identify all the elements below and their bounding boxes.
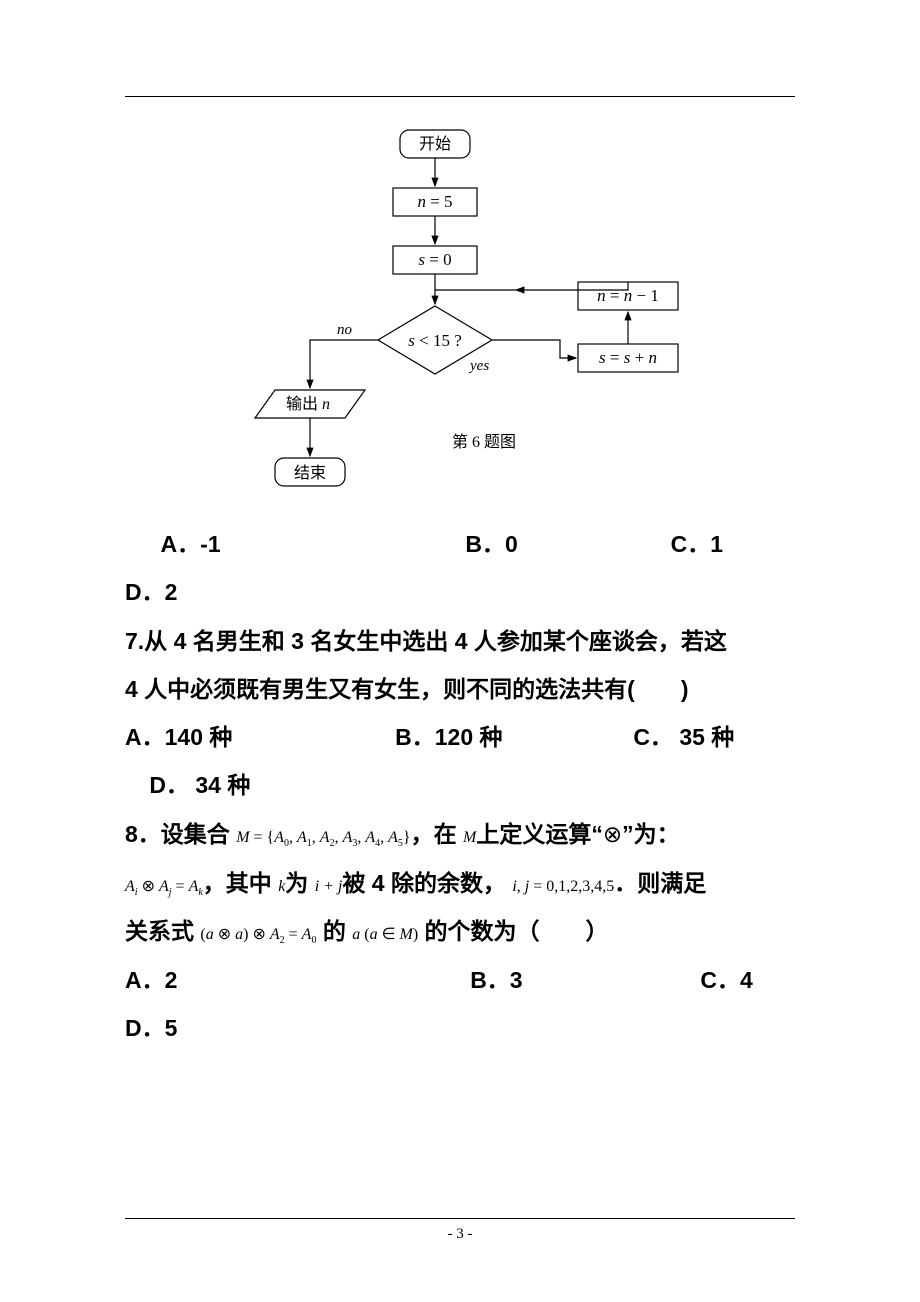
node-upd-n: n = n − 1 — [597, 286, 659, 305]
q8-line1: 8．设集合 M = {A0, A1, A2, A3, A4, A5}，在 M上定… — [125, 810, 805, 859]
q7-options-row1: A．140 种 B．120 种 C． 35 种 — [125, 713, 805, 761]
node-end: 结束 — [294, 464, 326, 482]
q6-options-row1: A．-1 B．0 C．1 — [125, 520, 805, 568]
q8-set: M = {A0, A1, A2, A3, A4, A5} — [236, 829, 410, 846]
q8-line2: Ai ⊗ Aj = Ak，其中 k为 i + j被 4 除的余数， i, j =… — [125, 859, 805, 907]
node-start: 开始 — [419, 135, 451, 153]
q8-ij: i + j — [315, 878, 343, 895]
q6-optD: D．2 — [125, 579, 177, 605]
q7-optA: A．140 种 — [125, 724, 232, 750]
q7-stem-2: 4 人中必须既有男生又有女生，则不同的选法共有( ) — [125, 665, 805, 713]
q8-options-row1: A．2 B．3 C．4 — [125, 956, 805, 1004]
q8-eq: (a ⊗ a) ⊗ A2 = A0 — [200, 926, 316, 943]
q6-optC: C．1 — [671, 531, 723, 557]
edge-label-yes: yes — [468, 358, 489, 374]
footer-rule — [125, 1218, 795, 1219]
q8-optA: A．2 — [125, 967, 177, 993]
q8-idx: i, j = 0,1,2,3,4,5 — [512, 878, 614, 895]
header-rule — [125, 96, 795, 97]
q8-prefix: 8．设集合 — [125, 821, 230, 847]
page-number: - 3 - — [0, 1226, 920, 1243]
q8-optC: C．4 — [700, 967, 752, 993]
q7-optC: C． 35 种 — [633, 724, 734, 750]
node-output: 输出 n — [286, 395, 330, 413]
exam-page: 开始 结束 n = 5 s = 0 s < 15 ? s = s + n n =… — [0, 0, 920, 1302]
q6-options-row2: D．2 — [125, 568, 805, 616]
questions: A．-1 B．0 C．1 D．2 7.从 4 名男生和 3 名女生中选出 4 人… — [125, 520, 805, 1052]
flowchart-caption: 第 6 题图 — [452, 428, 516, 452]
q8-line3: 关系式 (a ⊗ a) ⊗ A2 = A0 的 a (a ∈ M) 的个数为（ … — [125, 907, 805, 955]
q8-optD: D．5 — [125, 1015, 177, 1041]
q7-stem-1: 7.从 4 名男生和 3 名女生中选出 4 人参加某个座谈会，若这 — [125, 617, 805, 665]
q8-options-row2: D．5 — [125, 1004, 805, 1052]
q6-optB: B．0 — [465, 531, 517, 557]
q8-rule: Ai ⊗ Aj = Ak — [125, 878, 203, 895]
node-init-s: s = 0 — [418, 250, 451, 269]
q7-optB: B．120 种 — [395, 724, 502, 750]
q7-optD: D． 34 种 — [149, 772, 250, 798]
node-upd-s: s = s + n — [599, 348, 657, 367]
q8-optB: B．3 — [470, 967, 522, 993]
q8-a-in-M: a (a ∈ M) — [352, 926, 418, 943]
q7-options-row2: D． 34 种 — [125, 761, 805, 809]
node-cond: s < 15 ? — [408, 331, 462, 350]
node-init-n: n = 5 — [417, 192, 452, 211]
q8-M: M — [463, 829, 476, 846]
edge-label-no: no — [337, 322, 353, 338]
q6-optA: A．-1 — [161, 531, 221, 557]
